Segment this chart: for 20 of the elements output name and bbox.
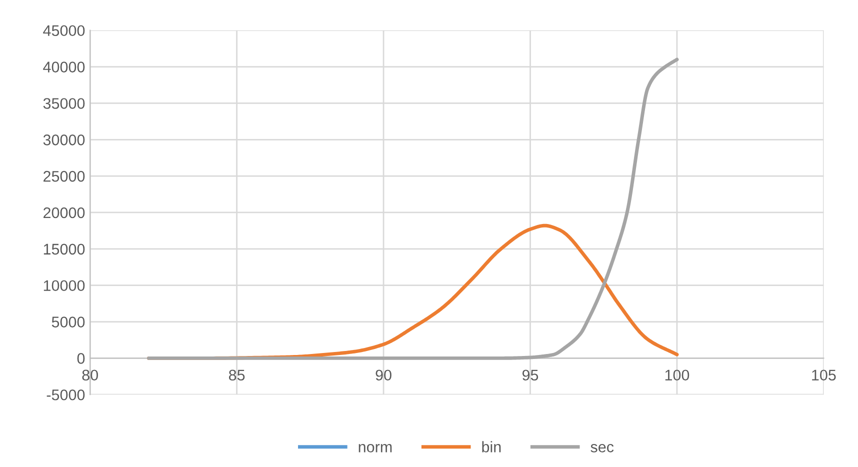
x-tick-label: 100 [665,370,690,381]
y-tick-label: 10000 [44,280,85,292]
x-tick-label: 80 [82,370,98,381]
y-tick-label: -5000 [46,389,85,400]
legend-label: bin [482,441,501,452]
y-tick-label: 0 [77,353,85,364]
x-tick-label: 85 [228,370,245,381]
y-tick-label: 15000 [44,244,85,255]
x-tick-label: 95 [522,370,538,381]
y-tick-label: 40000 [43,62,85,72]
y-tick-label: 30000 [43,134,85,146]
legend-label: sec [590,444,614,452]
x-tick-label: 105 [812,370,836,381]
y-tick-label: 5000 [52,316,85,328]
y-tick-label: 35000 [43,98,85,109]
y-tick-label: 20000 [44,207,85,218]
x-tick-label: 90 [376,370,392,381]
y-tick-label: 25000 [44,170,85,182]
y-tick-label: 45000 [43,25,85,36]
legend-label: norm [358,444,392,452]
